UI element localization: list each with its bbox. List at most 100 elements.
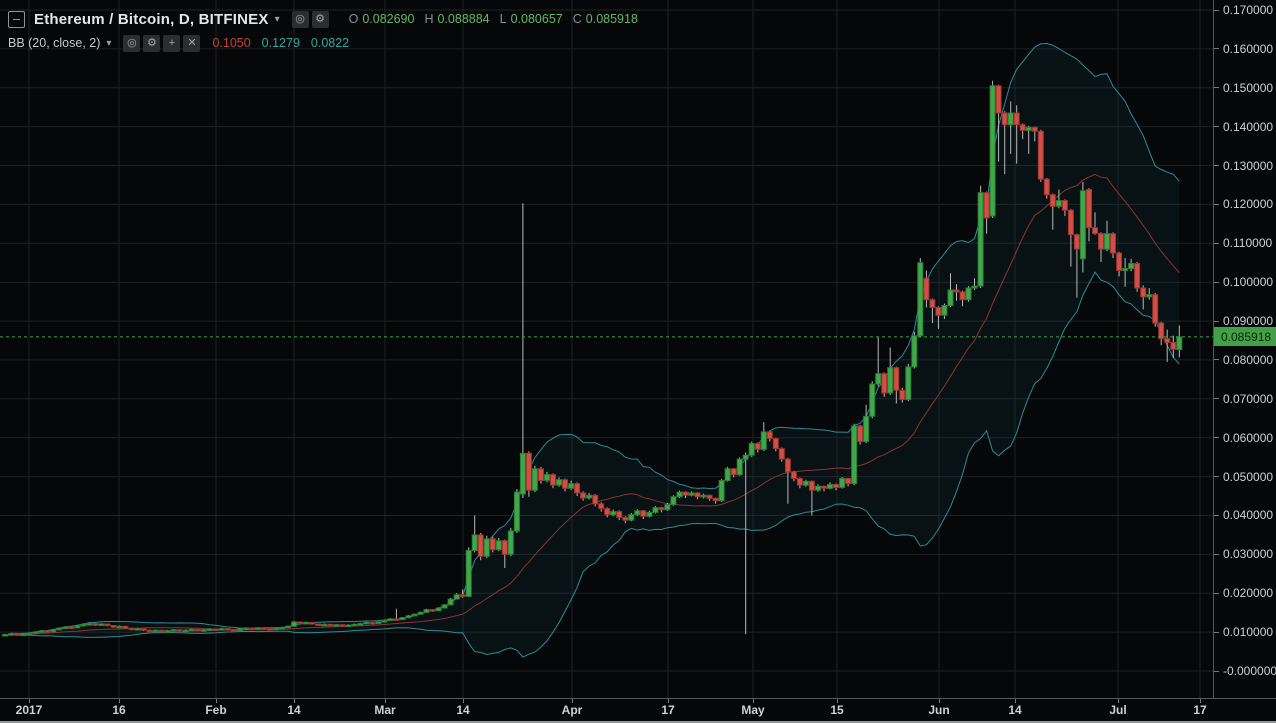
time-axis-tick [1118,699,1119,703]
price-axis-tick [1214,242,1219,244]
time-axis-label: 15 [830,703,844,717]
time-axis-label: Mar [374,703,396,717]
open-label: O [348,12,359,26]
time-axis-tick [119,699,120,703]
chevron-down-icon: ▾ [106,37,112,49]
price-axis-label: -0.000000 [1223,664,1276,678]
open-value: 0.082690 [362,12,415,26]
time-axis-tick [385,699,386,703]
price-axis-label: 0.070000 [1223,391,1274,406]
time-axis-label: 17 [661,703,675,717]
price-axis[interactable]: 0.170000 0.160000 0.150000 0.140000 0.130000… [1213,0,1276,723]
chevron-down-icon: ▾ [274,13,280,25]
bb-lower-value: 0.0822 [310,36,350,50]
time-axis-label: Jul [1109,703,1127,717]
price-axis-tick [1214,48,1219,50]
price-axis-label: 0.170000 [1223,3,1274,17]
visibility-toggle-icon[interactable]: ◎ [123,34,141,52]
time-axis-tick [216,699,217,703]
time-axis-label: 14 [1008,703,1022,717]
time-axis-label: Jun [928,703,950,717]
price-axis-tick [1214,281,1219,283]
time-axis-tick [1015,699,1016,703]
close-icon[interactable]: ✕ [183,34,201,52]
close-label: C [572,12,582,26]
time-axis-label: 2017 [15,703,43,717]
chart-legend: Ethereum / Bitcoin, D, BITFINEX ▾ ◎ ⚙ O … [8,8,638,54]
gear-icon[interactable]: ⚙ [311,10,329,28]
price-axis-label: 0.030000 [1223,547,1274,562]
close-value: 0.085918 [585,12,638,26]
price-axis-tick [1214,592,1219,594]
last-price-badge: 0.085918 [1214,327,1276,347]
collapse-legend-button[interactable] [8,10,25,28]
price-axis-tick [1214,476,1219,478]
time-axis-tick [463,699,464,703]
price-axis-tick [1214,631,1219,633]
time-axis-label: May [741,703,765,717]
price-chart-canvas[interactable] [0,0,1213,698]
price-axis-label: 0.050000 [1223,469,1274,484]
time-axis-tick [572,699,573,703]
price-axis-label: 0.130000 [1223,158,1274,173]
price-axis-label: 0.140000 [1223,119,1274,134]
bollinger-bands [10,42,1180,658]
time-axis-tick [29,699,30,703]
add-icon[interactable]: + [163,34,181,52]
time-axis-label: Apr [561,703,583,717]
price-axis-label: 0.110000 [1223,236,1273,251]
time-axis[interactable]: 2017 16 Feb 14 Mar 14 Apr 17 May 15 Jun 14 Jul 17 [0,698,1276,722]
price-axis-label: 0.060000 [1223,430,1274,445]
indicator-label[interactable]: BB (20, close, 2) [8,36,101,50]
symbol-row: Ethereum / Bitcoin, D, BITFINEX ▾ ◎ ⚙ O … [8,8,638,30]
time-axis-tick [668,699,669,703]
price-axis-tick [1214,165,1219,167]
visibility-toggle-icon[interactable]: ◎ [291,10,309,28]
price-axis-label: 0.090000 [1223,314,1274,329]
price-axis-tick [1214,126,1219,128]
price-axis-label: 0.160000 [1223,41,1274,56]
price-axis-tick [1214,87,1219,89]
time-axis-tick [294,699,295,703]
price-axis-tick [1214,437,1219,439]
candles [2,80,1183,637]
price-axis-tick [1214,9,1219,11]
price-axis-label: 0.040000 [1223,508,1274,523]
time-axis-label: 14 [287,703,301,717]
price-axis-tick [1214,398,1219,400]
time-axis-label: 16 [112,703,126,717]
window-bottom-edge [0,721,1276,723]
bb-basis-value: 0.1050 [212,36,251,50]
price-axis-label: 0.100000 [1223,275,1274,290]
last-price-badge-text: 0.085918 [1221,329,1272,344]
time-axis-label: 17 [1193,703,1207,717]
price-axis-label: 0.150000 [1223,80,1274,95]
low-value: 0.080657 [510,12,563,26]
price-axis-tick [1214,359,1219,361]
ohlc-readout: O 0.082690 H 0.088884 L 0.080657 C 0.085… [339,12,638,26]
time-axis-tick [837,699,838,703]
high-value: 0.088884 [437,12,490,26]
low-label: L [499,12,507,26]
price-axis-label: 0.010000 [1223,625,1274,640]
gear-icon[interactable]: ⚙ [143,34,161,52]
price-axis-label: 0.120000 [1223,197,1274,212]
time-axis-tick [1200,699,1201,703]
price-axis-tick [1214,553,1219,555]
symbol-title[interactable]: Ethereum / Bitcoin, D, BITFINEX [34,10,269,28]
price-axis-tick [1214,203,1219,205]
time-axis-tick [939,699,940,703]
time-axis-tick [753,699,754,703]
price-axis-label: 0.020000 [1223,586,1274,601]
price-axis-tick [1214,670,1219,672]
price-axis-tick [1214,514,1219,516]
price-axis-label: 0.080000 [1223,352,1274,367]
time-axis-label: Feb [205,703,227,717]
indicator-row: BB (20, close, 2) ▾ ◎ ⚙ + ✕ 0.1050 0.127… [8,32,638,54]
indicator-values: 0.1050 0.1279 0.0822 [212,36,360,50]
time-axis-label: 14 [456,703,470,717]
price-axis-tick [1214,320,1219,322]
high-label: H [424,12,434,26]
bb-upper-value: 0.1279 [261,36,300,50]
